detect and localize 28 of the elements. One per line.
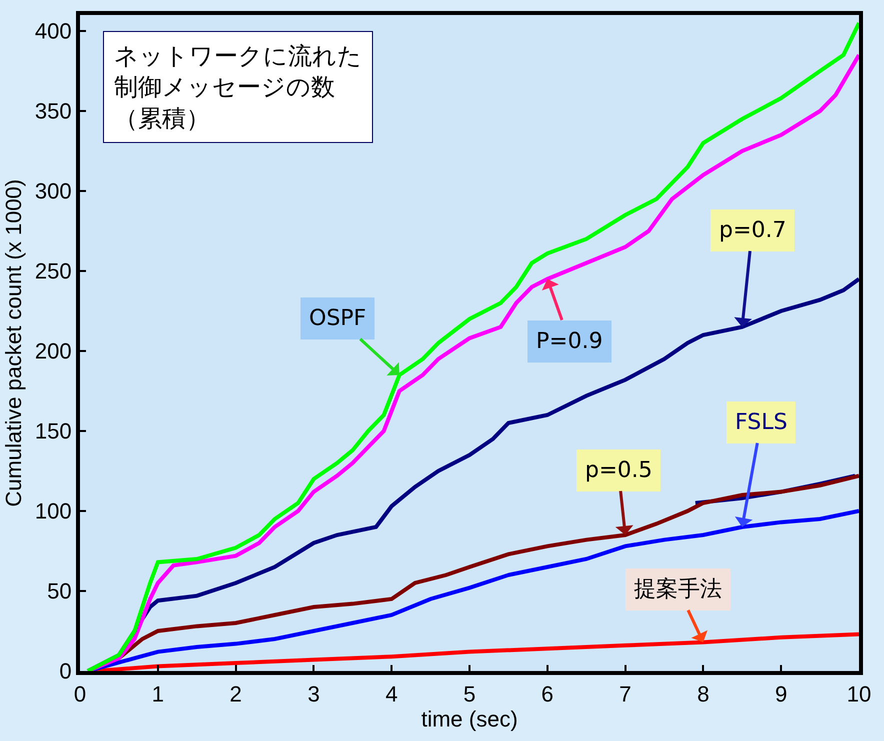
x-tick-label: 10 — [846, 681, 872, 706]
annotation: P=0.9 — [536, 329, 603, 354]
annotation: OSPF — [309, 306, 366, 331]
y-axis-title: Cumulative packet count (x 1000) — [1, 179, 26, 507]
y-tick-label: 100 — [34, 498, 72, 524]
x-tick-label: 9 — [774, 681, 788, 706]
y-tick-label: 150 — [34, 418, 72, 444]
y-tick-label: 400 — [34, 18, 72, 44]
y-tick-label: 0 — [59, 658, 72, 684]
annotation: p=0.5 — [585, 458, 652, 483]
x-tick-label: 5 — [463, 681, 476, 706]
x-tick-label: 3 — [308, 681, 320, 706]
y-tick-label: 300 — [34, 178, 72, 204]
y-tick-label: 250 — [34, 258, 72, 284]
x-tick-label: 8 — [697, 681, 710, 706]
x-tick-label: 7 — [619, 681, 632, 706]
annotation: FSLS — [735, 410, 788, 435]
y-tick-label: 200 — [34, 338, 72, 364]
annotation: p=0.7 — [719, 218, 786, 243]
x-tick-label: 2 — [230, 681, 242, 706]
x-tick-label: 1 — [152, 681, 164, 706]
y-tick-label: 50 — [47, 578, 72, 604]
annotation: 提案手法 — [634, 577, 722, 602]
x-axis-title: time (sec) — [421, 706, 518, 732]
y-tick-label: 350 — [34, 98, 72, 124]
x-tick-label: 4 — [385, 681, 398, 706]
text: ネットワークに流れた制御メッセージの数（累積） — [114, 42, 362, 132]
x-tick-label: 6 — [541, 681, 554, 706]
